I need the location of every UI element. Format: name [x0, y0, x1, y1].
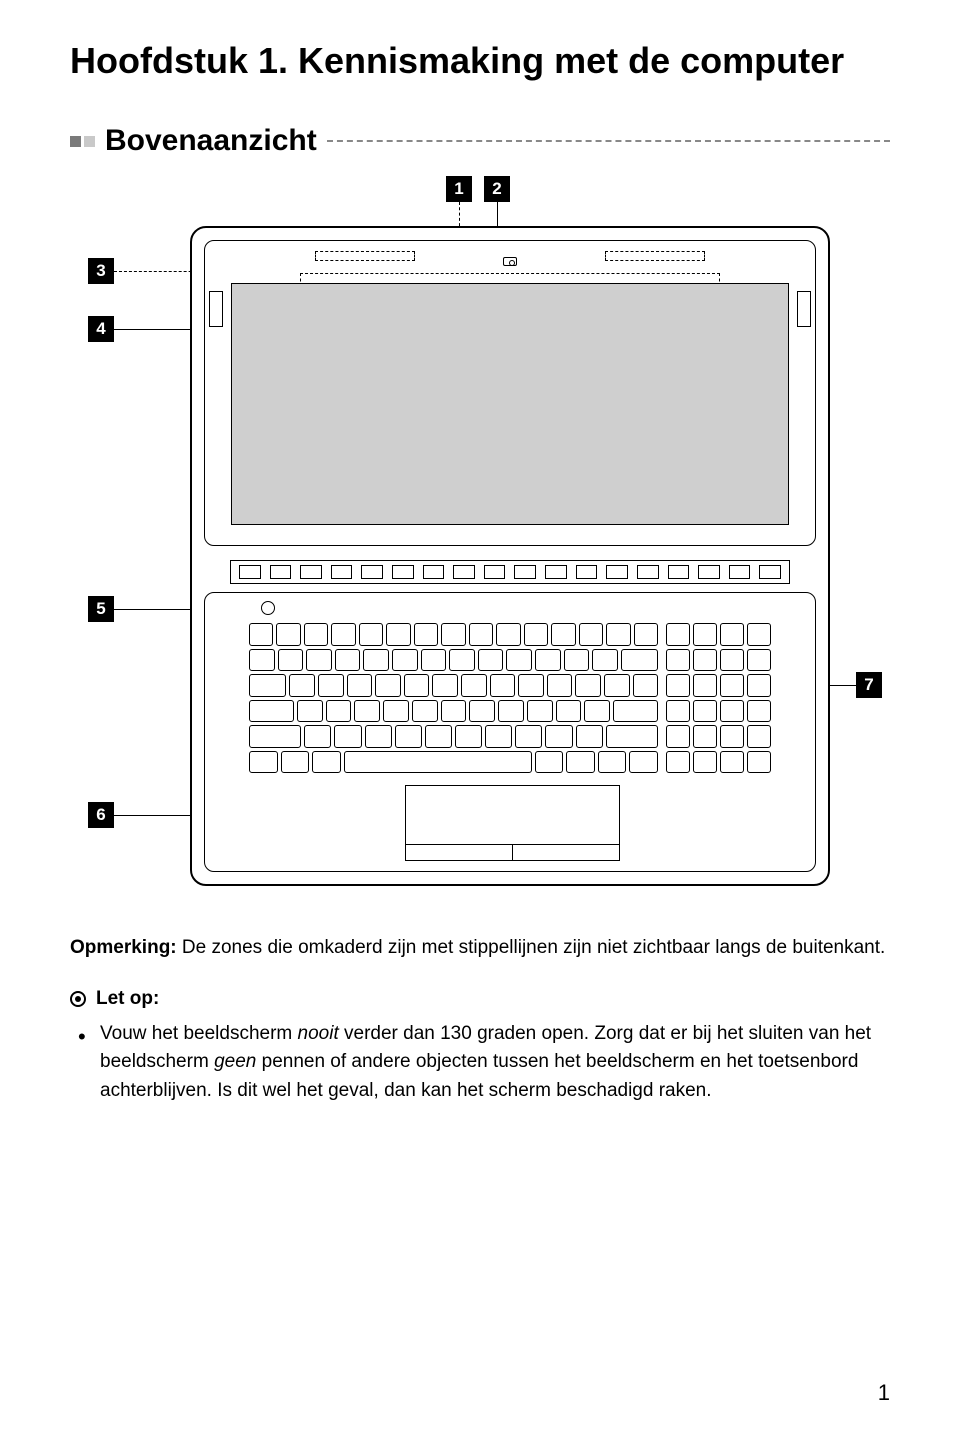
callout-1: 1	[446, 176, 472, 202]
attention-list: Vouw het beeldscherm nooit verder dan 13…	[70, 1020, 890, 1106]
section-bullet-icon	[70, 136, 95, 147]
attention-em-2: geen	[214, 1051, 256, 1072]
attention-text-1: Vouw het beeldscherm	[100, 1023, 298, 1044]
callout-3: 3	[88, 258, 114, 284]
antenna-right-dashed	[605, 251, 705, 261]
speaker-strip	[230, 560, 790, 584]
top-view-diagram: 1 2 3 4 5 6 7	[70, 176, 890, 906]
laptop-lid	[204, 240, 816, 546]
power-button-icon	[261, 601, 275, 615]
attention-bullet: Vouw het beeldscherm nooit verder dan 13…	[100, 1020, 890, 1106]
laptop-base	[204, 592, 816, 872]
section-header: Bovenaanzicht	[70, 124, 890, 158]
antenna-left-dashed	[315, 251, 415, 261]
hinge-left	[209, 291, 223, 327]
note-text: De zones die omkaderd zijn met stippelli…	[182, 937, 885, 958]
keyboard	[249, 623, 771, 773]
section-title: Bovenaanzicht	[105, 124, 317, 158]
laptop-outline	[190, 226, 830, 886]
hinge-right	[797, 291, 811, 327]
keyboard-main	[249, 623, 658, 773]
callout-2: 2	[484, 176, 510, 202]
attention-icon	[70, 991, 86, 1007]
touchpad-buttons	[406, 844, 619, 860]
note-label: Opmerking:	[70, 937, 177, 958]
attention-label: Let op:	[96, 988, 159, 1010]
callout-6: 6	[88, 802, 114, 828]
note-line: Opmerking: De zones die omkaderd zijn me…	[70, 934, 890, 962]
keyboard-numpad	[666, 623, 771, 773]
display-screen	[231, 283, 789, 525]
callout-4: 4	[88, 316, 114, 342]
callout-5: 5	[88, 596, 114, 622]
page-number: 1	[878, 1380, 890, 1406]
attention-em-1: nooit	[298, 1023, 339, 1044]
camera-icon	[503, 257, 517, 266]
chapter-title: Hoofdstuk 1. Kennismaking met de compute…	[70, 40, 890, 82]
attention-heading: Let op:	[70, 988, 890, 1010]
section-rule	[327, 140, 890, 142]
callout-7: 7	[856, 672, 882, 698]
touchpad	[405, 785, 620, 861]
